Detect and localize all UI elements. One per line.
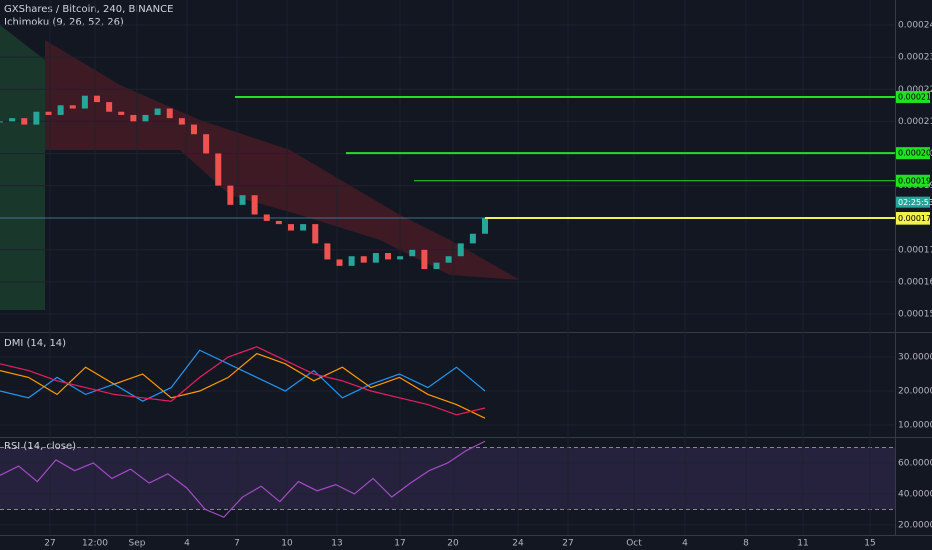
candle	[9, 118, 16, 122]
candle	[445, 256, 452, 263]
candle	[312, 224, 319, 244]
indicator-line	[0, 352, 486, 419]
x-tick-label: 7	[234, 539, 240, 549]
candle	[360, 256, 367, 263]
ichimoku-cloud	[45, 40, 520, 280]
candle	[81, 95, 88, 109]
countdown: 02:25:53	[898, 198, 932, 207]
candle	[57, 105, 64, 115]
x-tick-label: 13	[331, 539, 342, 549]
candle	[191, 124, 197, 135]
y-tick-label: 0.0002300	[898, 53, 932, 63]
y-tick-label: 0.0001500	[898, 310, 932, 320]
candle	[288, 224, 294, 231]
last-price: 0.0001797	[898, 214, 932, 223]
x-tick-label: 20	[447, 539, 459, 549]
y-tick-label: 60.0000	[898, 458, 932, 468]
y-tick-label: 0.0002100	[898, 117, 932, 127]
level-label: 0.0002176	[898, 92, 932, 101]
rsi-band	[0, 447, 895, 510]
y-tick-label: 10.0000	[898, 420, 932, 430]
countdown-flag	[896, 196, 930, 208]
candle	[348, 256, 355, 266]
x-tick-label: 4	[184, 539, 190, 549]
candle	[45, 111, 52, 115]
x-tick-label: 11	[797, 539, 808, 549]
ichimoku-cloud	[0, 25, 45, 310]
candle	[203, 134, 210, 154]
x-tick-label: 24	[512, 539, 524, 549]
indicator-line	[0, 349, 486, 402]
indicator-line	[0, 346, 486, 416]
candle	[457, 243, 464, 257]
x-tick-label: 8	[743, 539, 749, 549]
x-tick-label: 4	[682, 539, 688, 549]
candle	[21, 118, 28, 125]
candle	[166, 108, 173, 119]
indicator-label: RSI (14, close)	[4, 441, 76, 452]
level-flag	[896, 147, 930, 160]
candle	[178, 118, 185, 125]
candle	[385, 253, 391, 260]
candle	[300, 224, 307, 231]
candle	[251, 195, 258, 215]
x-tick-label: 15	[864, 539, 875, 549]
level-flag	[896, 174, 930, 187]
candle	[324, 243, 331, 260]
candle	[469, 233, 476, 244]
level-label: 0.0002001	[898, 149, 932, 158]
candle	[0, 121, 3, 123]
x-tick-label: 17	[394, 539, 405, 549]
candle	[239, 195, 246, 205]
candle	[94, 95, 100, 103]
candle	[130, 114, 137, 122]
indicator-label: Ichimoku (9, 26, 52, 26)	[4, 17, 124, 28]
y-tick-label: 0.0001700	[898, 245, 932, 255]
candle	[263, 214, 270, 221]
candle	[409, 249, 416, 257]
indicator-line	[0, 440, 486, 518]
level-label: 0.0001915	[898, 176, 932, 185]
candle	[33, 111, 40, 125]
candle	[215, 153, 222, 186]
candle	[372, 253, 379, 263]
candle	[118, 111, 125, 115]
candle	[397, 256, 404, 260]
last-price-flag	[896, 212, 930, 225]
x-tick-label: Oct	[626, 539, 642, 549]
y-tick-label: 0.0002400	[898, 21, 932, 31]
y-tick-label: 20.0000	[898, 387, 932, 397]
symbol-title: GXShares / Bitcoin, 240, BINANCE	[4, 4, 173, 15]
y-tick-label: 0.0002200	[898, 85, 932, 95]
y-tick-label: 20.0000	[898, 520, 932, 530]
candle	[106, 102, 113, 112]
level-flag	[896, 90, 930, 103]
x-tick-label: 10	[281, 539, 293, 549]
y-tick-label: 40.0000	[898, 489, 932, 499]
x-tick-label: 27	[562, 539, 573, 549]
x-tick-label: Sep	[129, 539, 146, 549]
candle	[275, 220, 282, 225]
x-tick-label: 12:00	[82, 539, 108, 549]
candle	[421, 249, 428, 270]
y-tick-label: 0.0001600	[898, 277, 932, 287]
candle	[336, 259, 343, 266]
candle	[227, 185, 234, 205]
candle	[433, 262, 440, 270]
candle	[69, 105, 76, 109]
candle	[482, 217, 488, 234]
indicator-label: DMI (14, 14)	[4, 338, 66, 349]
x-tick-label: 27	[44, 539, 55, 549]
candle	[142, 114, 149, 122]
y-tick-label: 30.0000	[898, 353, 932, 363]
candle	[154, 108, 161, 115]
